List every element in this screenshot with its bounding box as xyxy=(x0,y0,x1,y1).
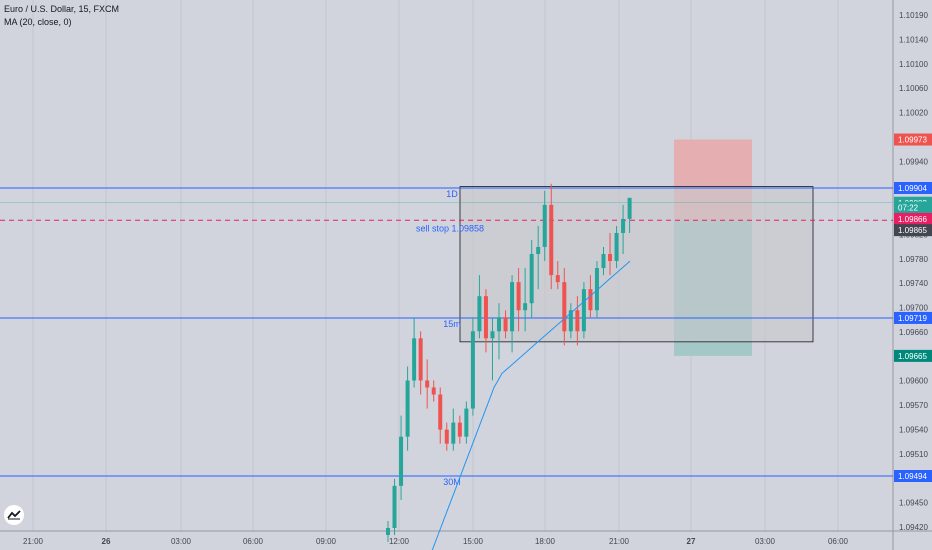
y-tick-label: 1.10140 xyxy=(899,35,928,44)
candle-body xyxy=(503,317,508,332)
candle-body xyxy=(483,296,488,339)
candle-body xyxy=(568,310,573,332)
candle-body xyxy=(594,268,599,311)
candle-body xyxy=(614,232,619,262)
level-label: 30M xyxy=(443,477,461,487)
y-tick-label: 1.09450 xyxy=(899,499,928,508)
y-tick-label: 1.09780 xyxy=(899,255,928,264)
y-tick-label: 1.09510 xyxy=(899,450,928,459)
indicator-legend[interactable]: MA (20, close, 0) xyxy=(4,17,72,27)
price-tag-label: 1.09865 xyxy=(898,226,927,235)
price-tag xyxy=(894,133,932,146)
sell-stop-label: sell stop 1.09858 xyxy=(416,223,484,233)
x-tick-label: 12:00 xyxy=(389,537,410,546)
price-tag xyxy=(894,311,932,324)
candle-body xyxy=(562,282,567,332)
candle-body xyxy=(418,338,423,381)
y-tick-label: 1.09940 xyxy=(899,157,928,166)
candle-body xyxy=(523,303,528,311)
x-tick-label: 21:00 xyxy=(609,537,630,546)
candle-body xyxy=(601,254,606,269)
candle-body xyxy=(608,254,613,262)
price-tag-label: 1.09665 xyxy=(898,352,927,361)
candle-body xyxy=(477,296,482,332)
candle-body xyxy=(392,485,397,528)
y-tick-label: 1.09570 xyxy=(899,401,928,410)
ma-line xyxy=(431,260,631,550)
candle-body xyxy=(516,282,521,311)
y-tick-label: 1.10020 xyxy=(899,109,928,118)
candle-body xyxy=(438,394,443,430)
price-tag-label: 1.09973 xyxy=(898,136,927,145)
x-tick-label: 18:00 xyxy=(535,537,556,546)
candle-body xyxy=(549,204,554,276)
price-tag-label: 07:22 xyxy=(898,204,919,213)
level-label: 1D xyxy=(446,189,458,199)
candle-body xyxy=(457,422,462,437)
candle-body xyxy=(470,331,475,409)
candle-body xyxy=(627,197,632,219)
x-tick-label: 06:00 xyxy=(243,537,264,546)
y-tick-label: 1.09600 xyxy=(899,377,928,386)
candle-body xyxy=(621,218,626,233)
x-tick-label: 26 xyxy=(102,537,111,546)
y-tick-label: 1.09700 xyxy=(899,304,928,313)
candle-body xyxy=(497,317,502,332)
y-tick-label: 1.09660 xyxy=(899,328,928,337)
candle-body xyxy=(510,282,515,332)
candle-body xyxy=(412,338,417,381)
candle-body xyxy=(575,310,580,332)
candle-body xyxy=(555,275,560,283)
price-tag xyxy=(894,201,932,214)
price-tag xyxy=(894,470,932,482)
y-tick-label: 1.10060 xyxy=(899,84,928,93)
symbol-legend[interactable]: Euro / U.S. Dollar, 15, FXCM xyxy=(4,4,120,14)
price-tag-label: 1.09866 xyxy=(898,215,927,224)
candle-body xyxy=(464,408,469,437)
y-tick-label: 1.09420 xyxy=(899,523,928,532)
price-tag xyxy=(894,212,932,225)
candle-body xyxy=(444,429,449,444)
y-tick-label: 1.09740 xyxy=(899,279,928,288)
candle-body xyxy=(529,254,534,304)
level-label: 15m xyxy=(443,319,461,329)
price-tag xyxy=(894,349,932,362)
candle-body xyxy=(386,527,390,536)
candle-body xyxy=(536,247,541,255)
x-tick-label: 27 xyxy=(687,537,696,546)
candle-body xyxy=(588,289,593,311)
x-tick-label: 21:00 xyxy=(23,537,44,546)
y-tick-label: 1.09540 xyxy=(899,425,928,434)
candle-body xyxy=(425,380,430,388)
candle-body xyxy=(581,289,586,332)
candle-body xyxy=(542,204,547,248)
x-tick-label: 15:00 xyxy=(463,537,484,546)
y-tick-label: 1.10190 xyxy=(899,11,928,20)
x-tick-label: 06:00 xyxy=(828,537,849,546)
price-tag xyxy=(894,182,932,194)
x-tick-label: 03:00 xyxy=(171,537,192,546)
price-tag-label: 1.09904 xyxy=(898,184,927,193)
candle-body xyxy=(399,436,404,486)
candle-body xyxy=(490,331,495,339)
candle-body xyxy=(431,387,436,395)
tradingview-logo-icon[interactable] xyxy=(4,505,24,525)
y-tick-label: 1.10100 xyxy=(899,60,928,69)
price-tag-label: 1.09719 xyxy=(898,314,927,323)
price-tag xyxy=(894,224,932,237)
candle-body xyxy=(405,380,410,437)
x-tick-label: 09:00 xyxy=(316,537,337,546)
x-tick-label: 03:00 xyxy=(755,537,776,546)
candle-body xyxy=(451,422,456,444)
price-tag-label: 1.09494 xyxy=(898,472,927,481)
